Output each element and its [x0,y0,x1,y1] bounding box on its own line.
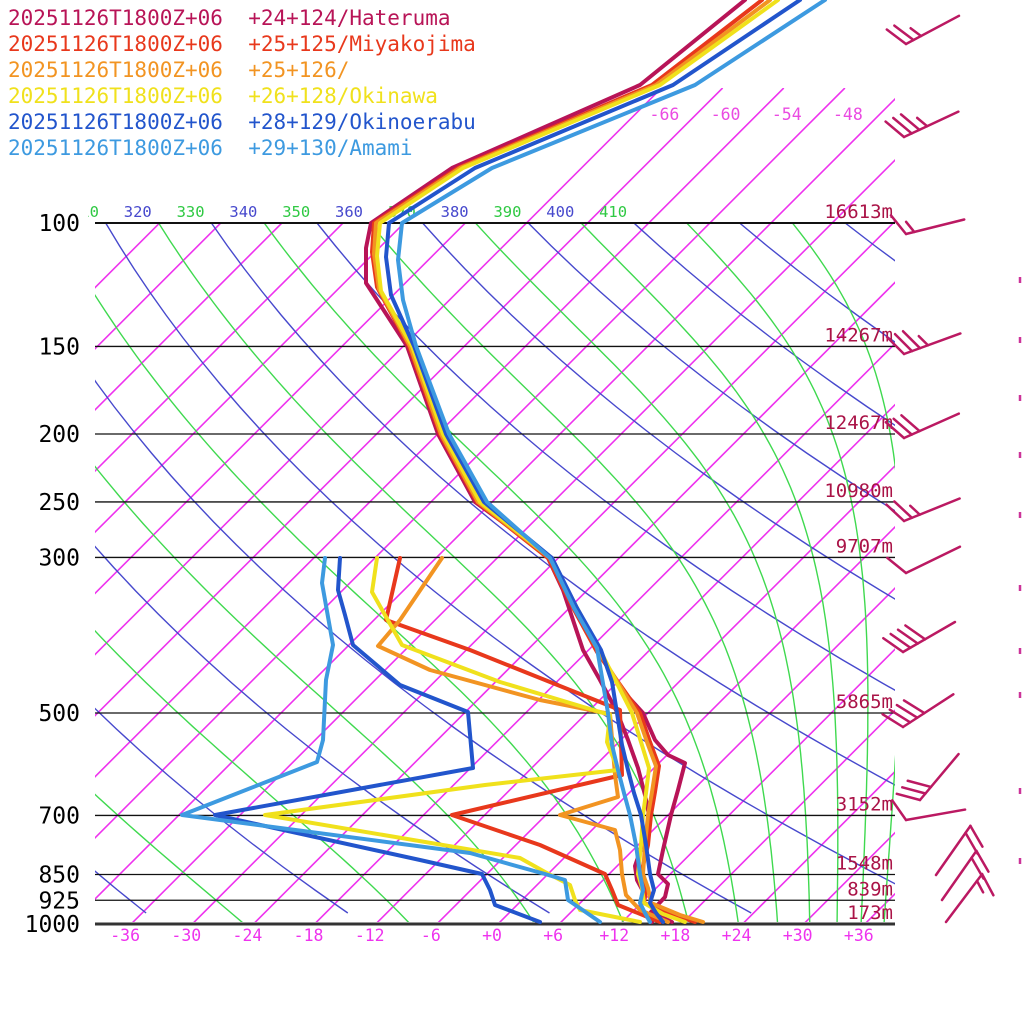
svg-text:12467m: 12467m [824,412,893,434]
height-labels: 16613m 14267m 12467m 10980m 9707m 5865m 3152m 1… [824,201,893,924]
svg-text:360: 360 [335,203,363,221]
header-line-okinawa: 20251126T1800Z+06 +26+128/Okinawa [8,84,438,108]
svg-text:340: 340 [229,203,257,221]
svg-text:850: 850 [38,863,80,889]
svg-text:380: 380 [441,203,469,221]
sounding-header: 20251126T1800Z+06 +24+124/Hateruma 20251… [8,5,476,161]
svg-text:330: 330 [177,203,205,221]
svg-text:310: 310 [71,203,99,221]
svg-text:+30: +30 [783,926,813,945]
temperature-trace-amami [396,0,827,924]
temperature-trace-+25+126 [372,0,772,924]
header-line-miyakojima: 20251126T1800Z+06 +25+125/Miyakojima [8,32,476,56]
svg-text:-66: -66 [650,105,680,124]
svg-text:-36: -36 [110,926,140,945]
svg-text:1548m: 1548m [836,853,893,875]
svg-text:925: 925 [38,888,80,914]
header-line-hateruma: 20251126T1800Z+06 +24+124/Hateruma [8,6,451,30]
dewpoint-trace-+25+126 [376,556,670,924]
svg-text:+6: +6 [543,926,563,945]
wind-barbs [881,14,995,924]
temperature-trace-okinoerabu [384,0,802,924]
svg-text:+12: +12 [599,926,629,945]
svg-text:-18: -18 [294,926,324,945]
dewpoint-trace-miyakojima [384,556,662,924]
isotherm-labels: -66 -60 -54 -48 -36 -30 -24 -18 -12 -6 +0 +6 +12 +18 +… [110,105,873,945]
svg-text:410: 410 [599,203,627,221]
svg-text:-24: -24 [233,926,263,945]
svg-text:14267m: 14267m [824,324,893,346]
svg-text:100: 100 [38,211,80,237]
dewpoint-trace-okinoerabu [213,556,542,924]
svg-text:250: 250 [38,490,80,516]
isotherm-grid-cold [95,223,467,595]
svg-text:500: 500 [38,701,80,727]
svg-text:+36: +36 [844,926,874,945]
svg-text:-60: -60 [711,105,741,124]
svg-text:-30: -30 [171,926,201,945]
svg-text:9707m: 9707m [836,535,893,557]
svg-text:16613m: 16613m [824,201,893,223]
svg-text:839m: 839m [847,878,893,900]
svg-text:+18: +18 [661,926,691,945]
svg-text:200: 200 [38,422,80,448]
svg-text:+0: +0 [482,926,502,945]
svg-text:400: 400 [546,203,574,221]
svg-text:320: 320 [124,203,152,221]
svg-text:-48: -48 [833,105,863,124]
svg-text:10980m: 10980m [824,480,893,502]
svg-text:-6: -6 [421,926,441,945]
sounding-traces [180,0,827,924]
dewpoint-trace-hateruma [546,556,654,924]
dewpoint-trace-amami [180,556,602,924]
header-line-okinoerabu: 20251126T1800Z+06 +28+129/Okinoerabu [8,110,476,134]
moist-adiabat-grid [95,223,895,922]
dewpoint-trace-okinawa [263,556,642,924]
header-line-25-126: 20251126T1800Z+06 +25+126/ [8,58,350,82]
svg-text:390: 390 [493,203,521,221]
svg-text:173m: 173m [847,902,893,924]
header-line-amami: 20251126T1800Z+06 +29+130/Amami [8,136,413,160]
svg-text:5865m: 5865m [836,691,893,713]
svg-text:150: 150 [38,334,80,360]
svg-text:3152m: 3152m [836,793,893,815]
svg-text:350: 350 [282,203,310,221]
svg-text:1000: 1000 [25,912,80,938]
svg-text:300: 300 [38,545,80,571]
svg-text:-54: -54 [772,105,802,124]
svg-text:+24: +24 [722,926,752,945]
svg-text:700: 700 [38,803,80,829]
svg-text:-12: -12 [355,926,385,945]
